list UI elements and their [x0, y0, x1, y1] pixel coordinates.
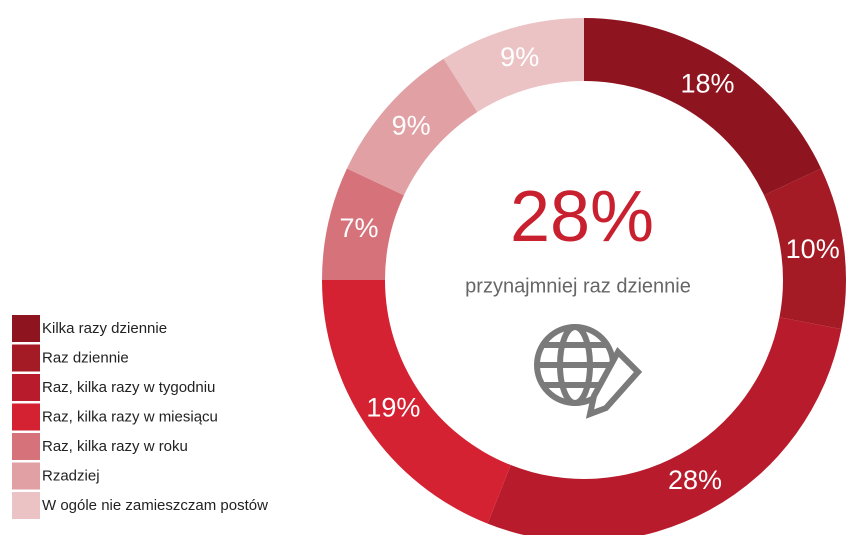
legend-label: W ogóle nie zamieszczam postów: [42, 497, 268, 514]
value-label: 18%: [680, 69, 734, 99]
center-subtitle: przynajmniej raz dziennie: [465, 275, 691, 297]
value-label: 10%: [786, 234, 840, 264]
globe-icon: [534, 324, 643, 419]
donut-segment: [346, 58, 478, 196]
legend-swatch: [12, 315, 40, 342]
legend-label: Kilka razy dziennie: [42, 320, 167, 337]
donut-segment: [764, 168, 846, 330]
legend-swatch: [12, 344, 40, 372]
legend-swatch: [12, 492, 40, 519]
legend-swatch: [12, 433, 40, 460]
legend-label: Raz, kilka razy w miesiącu: [42, 408, 218, 425]
legend-label: Raz, kilka razy w tygodniu: [42, 379, 215, 396]
legend-label: Raz dziennie: [42, 349, 129, 366]
legend-swatch: [12, 462, 40, 490]
legend-label: Rzadziej: [42, 467, 100, 484]
value-label: 19%: [366, 393, 420, 423]
center-value: 28%: [510, 177, 654, 257]
legend-label: Raz, kilka razy w roku: [42, 438, 188, 455]
value-label: 28%: [668, 465, 722, 495]
donut-segment: [584, 18, 822, 196]
value-label: 7%: [340, 213, 379, 243]
legend-swatch: [12, 374, 40, 401]
donut-segment: [322, 280, 511, 524]
legend-swatch: [12, 403, 40, 431]
donut-segment: [322, 168, 404, 280]
value-label: 9%: [392, 111, 431, 141]
donut-segment: [443, 18, 584, 112]
donut-segment: [487, 317, 842, 535]
value-label: 9%: [500, 42, 539, 72]
